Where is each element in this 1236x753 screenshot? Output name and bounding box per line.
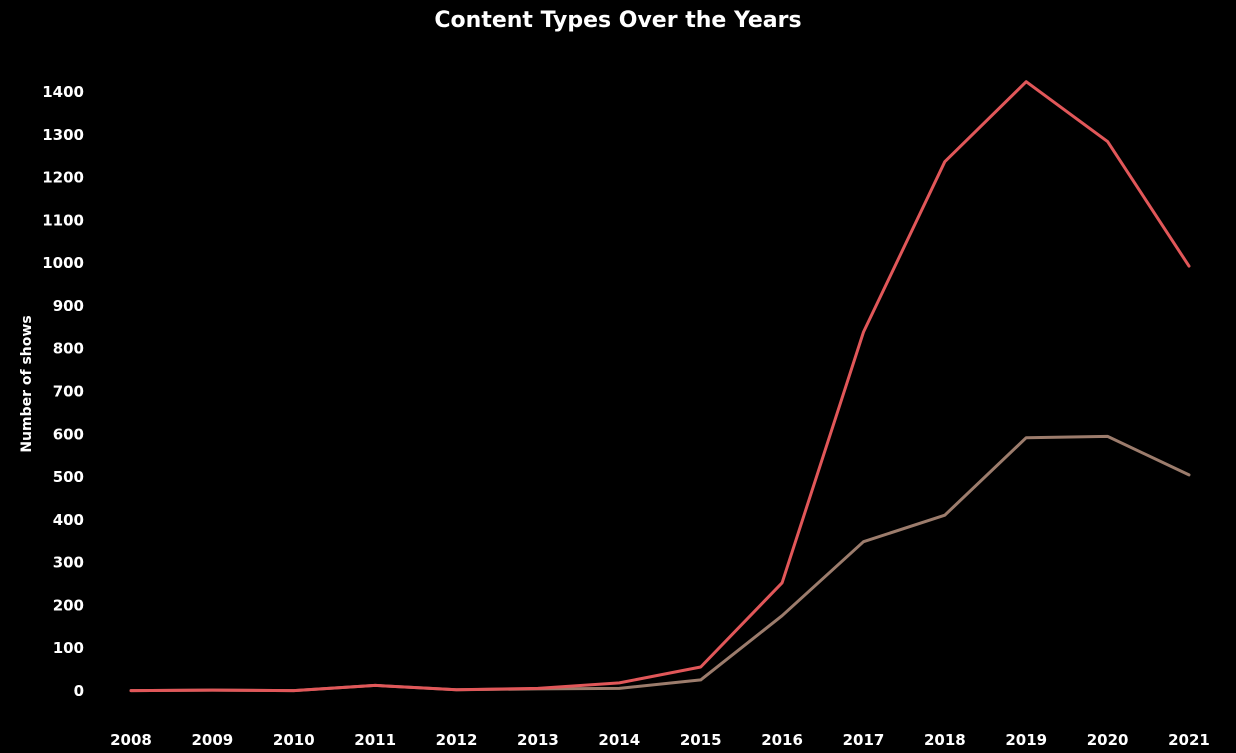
x-tick-label: 2015	[680, 731, 722, 749]
x-tick-label: 2021	[1168, 731, 1210, 749]
y-tick-label: 1100	[42, 211, 84, 229]
x-tick-label: 2019	[1005, 731, 1047, 749]
y-tick-label: 400	[53, 511, 84, 529]
x-tick-label: 2012	[436, 731, 478, 749]
x-tick-label: 2011	[354, 731, 396, 749]
y-tick-label: 1000	[42, 254, 84, 272]
y-tick-label: 600	[53, 425, 84, 443]
x-tick-label: 2014	[598, 731, 640, 749]
chart-title: Content Types Over the Years	[434, 8, 802, 33]
y-tick-label: 1200	[42, 169, 84, 187]
y-tick-label: 0	[74, 682, 84, 700]
y-tick-label: 200	[53, 596, 84, 614]
y-tick-label: 100	[53, 639, 84, 657]
x-tick-label: 2010	[273, 731, 315, 749]
x-tick-label: 2016	[761, 731, 803, 749]
y-tick-label: 1300	[42, 126, 84, 144]
x-axis-ticks: 2008 2009 2010 2011 2012 2013 2014 2015 2016 2017…	[110, 731, 1210, 749]
y-tick-label: 500	[53, 468, 84, 486]
y-tick-label: 1400	[42, 83, 84, 101]
y-tick-label: 800	[53, 340, 84, 358]
y-tick-label: 700	[53, 383, 84, 401]
x-tick-label: 2013	[517, 731, 559, 749]
series-lines	[129, 80, 1191, 693]
series-line-2	[129, 434, 1191, 693]
y-tick-label: 300	[53, 554, 84, 572]
x-tick-label: 2020	[1087, 731, 1129, 749]
y-tick-label: 900	[53, 297, 84, 315]
series-line-1	[129, 80, 1191, 693]
x-tick-label: 2017	[843, 731, 885, 749]
y-axis-ticks: 0 100 200 300 400 500 600 700 800 900 1000 1100 1200…	[42, 83, 84, 700]
x-tick-label: 2009	[192, 731, 234, 749]
x-tick-label: 2008	[110, 731, 152, 749]
x-tick-label: 2018	[924, 731, 966, 749]
